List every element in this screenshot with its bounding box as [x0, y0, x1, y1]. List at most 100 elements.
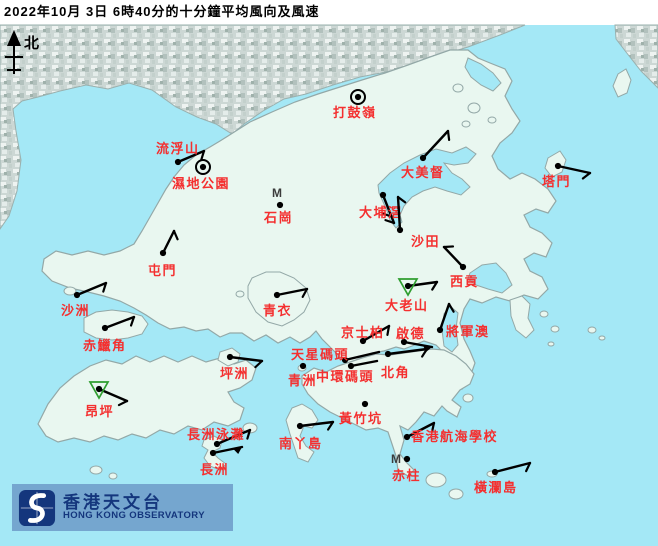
station-cheung-chau: 長洲: [200, 445, 244, 477]
station-wetland-park: 濕地公園: [172, 159, 230, 191]
tolo-harbour: [377, 146, 477, 229]
station-cheung-chau-beach: 長洲泳灘: [187, 427, 252, 448]
wind-barb-tick: [129, 315, 136, 327]
wind-barb-tick: [381, 212, 393, 218]
wind-barb-tick: [442, 245, 455, 249]
station-dot: [400, 338, 408, 346]
wind-barb-tick: [384, 219, 396, 225]
triangle-marker-icon: [88, 381, 110, 400]
station-dot: [419, 154, 427, 162]
station-sha-tin: 沙田: [396, 195, 440, 249]
station-label: 青洲: [288, 373, 317, 388]
station-tsing-yi: 青衣: [263, 287, 309, 318]
wind-barb-shaft: [176, 149, 206, 164]
wind-barb-pennant: [233, 447, 242, 455]
port-shelter-bay: [467, 262, 513, 294]
station-label: 啟德: [396, 326, 425, 341]
wind-barb-tick: [102, 281, 108, 293]
wind-barb-shaft: [493, 461, 532, 474]
station-label: 香港航海學校: [410, 429, 498, 444]
station-dot: [384, 350, 392, 358]
mainland-northeast: [614, 24, 658, 89]
wind-barb-shaft: [211, 445, 244, 455]
station-dot: [174, 158, 182, 166]
station-dot: [226, 353, 234, 361]
station-tates-cairn: 大老山: [385, 278, 439, 313]
station-dot: [379, 191, 387, 199]
station-label: 昂坪: [85, 404, 114, 419]
station-dot: [347, 362, 355, 370]
hko-name-chinese: 香港天文台: [63, 492, 163, 512]
station-label: 沙洲: [61, 303, 90, 318]
station-dot: [159, 249, 167, 257]
station-tap-mun: 塔門: [542, 162, 592, 189]
station-waglan-island: 橫瀾島: [474, 461, 532, 495]
crooked-island: [612, 68, 632, 98]
station-dot: [403, 455, 411, 463]
station-sai-kung: 西貢: [442, 245, 479, 289]
station-label: 大美督: [401, 165, 445, 180]
station-label: 北角: [381, 365, 410, 380]
wind-barb-tick: [326, 420, 335, 431]
hko-logo-text: 香港天文台 HONG KONG OBSERVATORY: [63, 492, 205, 522]
small-islets: [63, 83, 606, 500]
wind-barb-shaft: [556, 164, 592, 175]
wind-barb-shaft: [349, 359, 379, 368]
wind-barb-shaft: [386, 347, 429, 356]
station-tai-mei-tuk: 大美督: [401, 129, 451, 180]
station-label: 屯門: [148, 263, 177, 278]
wind-barb-tick: [431, 280, 439, 291]
wind-barb-tick: [421, 347, 429, 358]
tap-mun-island: [544, 150, 567, 178]
station-label: 西貢: [450, 274, 479, 289]
station-dot: [299, 362, 307, 370]
wind-barb-shaft: [343, 350, 381, 362]
station-dot: [403, 433, 411, 441]
station-label: 打鼓嶺: [333, 105, 377, 120]
wind-barb-shaft: [103, 315, 136, 330]
station-label: 沙田: [411, 234, 440, 249]
station-dot: [101, 324, 109, 332]
triangle-marker-icon: [397, 278, 419, 297]
station-star-ferry-pier: 天星碼頭: [291, 347, 381, 364]
station-label: 濕地公園: [172, 176, 230, 191]
lamma-island-shape: [285, 403, 319, 463]
kau-sai-chau: [509, 295, 535, 339]
station-label: 南丫島: [279, 436, 323, 451]
station-ta-kwu-ling: 打鼓嶺: [333, 89, 377, 120]
wind-barb-tick: [117, 399, 129, 407]
station-label: 赤柱: [392, 468, 421, 483]
station-label: 塔門: [542, 174, 571, 189]
wind-barb-tick: [446, 129, 451, 142]
starling-inlet: [464, 57, 502, 92]
station-dot: [341, 356, 349, 364]
station-label: 長洲泳灘: [187, 427, 245, 442]
station-hk-sea-school: 香港航海學校: [403, 421, 498, 444]
wind-barb-tick: [581, 171, 592, 180]
station-tseung-kwan-o: 將軍澳: [436, 302, 488, 339]
station-dot: [459, 263, 467, 271]
wind-barb-shaft: [215, 428, 252, 446]
station-lamma-island: 南丫島: [279, 420, 335, 451]
wind-barb-tick: [254, 359, 264, 369]
station-dot: [361, 400, 369, 408]
wind-barb-shaft: [75, 281, 108, 297]
station-lau-fau-shan: 流浮山: [156, 141, 206, 166]
station-dot: [95, 385, 103, 393]
station-dot: [73, 291, 81, 299]
station-label: 流浮山: [156, 141, 200, 156]
station-dot: [199, 163, 207, 171]
wind-barb-shaft: [421, 129, 450, 160]
station-dot: [213, 440, 221, 448]
wind-barb-tick: [386, 324, 391, 336]
station-dot: [491, 468, 499, 476]
tsing-yi-island: [247, 271, 311, 327]
hko-emblem-icon: [18, 489, 56, 526]
wind-barb-tick: [301, 287, 309, 298]
calm-circle-icon: [350, 89, 366, 105]
wind-barb-shaft: [402, 340, 434, 349]
station-label: 大埔滘: [359, 205, 403, 220]
station-label: 中環碼頭: [316, 369, 374, 384]
